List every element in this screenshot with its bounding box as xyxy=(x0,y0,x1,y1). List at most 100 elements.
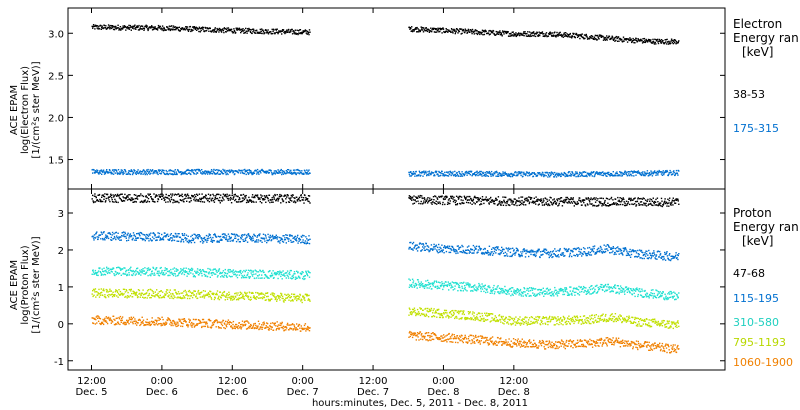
data-point xyxy=(467,249,470,251)
data-point xyxy=(146,200,149,202)
data-point xyxy=(281,170,283,172)
data-point xyxy=(511,255,513,258)
data-point xyxy=(242,172,245,175)
data-point xyxy=(228,197,230,200)
data-point xyxy=(135,173,137,175)
data-point xyxy=(289,170,291,172)
data-point xyxy=(628,254,630,256)
data-point xyxy=(510,247,512,250)
data-point xyxy=(637,253,639,255)
data-point xyxy=(430,199,432,201)
data-point xyxy=(436,31,438,33)
data-point xyxy=(260,32,262,34)
data-point xyxy=(491,251,493,253)
data-point xyxy=(664,200,666,202)
data-point xyxy=(432,28,435,31)
data-point xyxy=(594,253,596,255)
data-point xyxy=(435,285,437,288)
data-point xyxy=(564,254,566,257)
data-point xyxy=(190,272,192,274)
data-point xyxy=(488,30,490,32)
data-point xyxy=(274,273,276,276)
data-point xyxy=(421,29,424,31)
data-point xyxy=(225,237,227,239)
data-point xyxy=(421,249,423,251)
data-point xyxy=(218,169,221,172)
data-point xyxy=(523,35,525,37)
data-point xyxy=(233,271,236,273)
data-point xyxy=(276,31,278,33)
data-point xyxy=(195,170,197,172)
data-point xyxy=(604,39,607,41)
data-point xyxy=(140,28,142,30)
data-point xyxy=(634,39,636,41)
data-point xyxy=(491,30,493,33)
data-point xyxy=(568,248,570,250)
data-point xyxy=(597,173,599,176)
data-point xyxy=(452,289,454,291)
data-point xyxy=(250,29,252,31)
data-point xyxy=(432,246,435,248)
data-point xyxy=(461,202,464,204)
data-point xyxy=(546,253,548,255)
data-point xyxy=(670,171,672,173)
data-point xyxy=(471,248,474,251)
data-point xyxy=(644,204,646,206)
data-point xyxy=(540,198,542,200)
data-point xyxy=(205,170,207,172)
data-point xyxy=(593,36,596,38)
data-point xyxy=(116,27,119,29)
data-point xyxy=(474,246,476,248)
data-point xyxy=(251,196,253,198)
data-point xyxy=(277,32,279,35)
data-point xyxy=(286,29,288,31)
data-point xyxy=(187,268,190,270)
data-point xyxy=(174,26,176,28)
data-point xyxy=(434,248,436,250)
data-point xyxy=(192,26,195,28)
data-point xyxy=(472,286,475,288)
data-point xyxy=(656,258,658,260)
data-point xyxy=(267,271,270,273)
data-point xyxy=(147,267,150,269)
data-point xyxy=(287,195,289,197)
data-point xyxy=(502,30,504,32)
data-point xyxy=(486,288,488,290)
data-point xyxy=(290,169,292,172)
data-point xyxy=(412,241,415,244)
data-point xyxy=(529,251,531,253)
data-point xyxy=(460,33,462,35)
data-point xyxy=(144,234,146,236)
data-point xyxy=(550,254,552,257)
data-point xyxy=(411,197,414,199)
data-point xyxy=(296,196,298,198)
data-point xyxy=(501,250,503,252)
data-point xyxy=(458,30,461,33)
data-point xyxy=(181,269,183,271)
data-point xyxy=(262,199,264,201)
data-point xyxy=(477,286,480,288)
data-point xyxy=(281,195,283,197)
data-point xyxy=(106,237,108,239)
data-point xyxy=(261,237,263,239)
data-point xyxy=(645,205,648,207)
data-point xyxy=(261,195,263,197)
data-point xyxy=(622,247,624,249)
data-point xyxy=(673,40,675,42)
data-point xyxy=(255,169,257,172)
data-point xyxy=(600,36,602,38)
data-point xyxy=(161,195,164,197)
data-point xyxy=(444,284,446,286)
data-point xyxy=(149,26,151,28)
data-point xyxy=(450,31,452,33)
data-point xyxy=(181,272,184,274)
data-point xyxy=(246,236,248,238)
data-point xyxy=(174,169,176,171)
data-point xyxy=(121,169,123,172)
data-point xyxy=(225,171,227,173)
data-point xyxy=(420,250,422,252)
data-point xyxy=(204,238,207,241)
data-point xyxy=(143,270,146,272)
data-point xyxy=(641,42,644,44)
data-point xyxy=(276,236,279,238)
